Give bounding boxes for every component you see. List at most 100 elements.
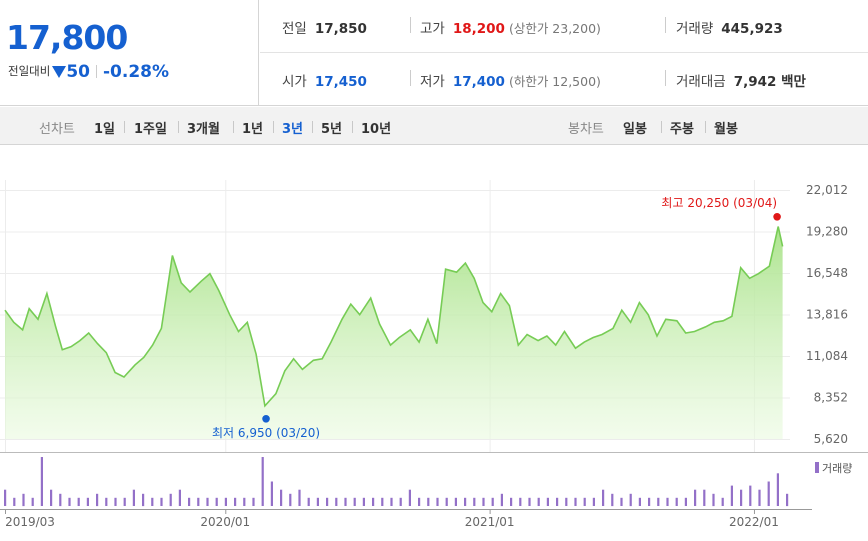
range-1d-tab[interactable]: 1일 (94, 122, 116, 137)
volume-bar (178, 489, 181, 506)
volume-value: 445,923 (721, 21, 783, 37)
volume-bar (224, 497, 227, 506)
volume-bar (620, 497, 623, 506)
divider (352, 121, 353, 133)
volume-bar (675, 497, 678, 506)
volume-bar (602, 489, 605, 506)
volume-bar (721, 497, 724, 506)
price-chart: 22,012 19,280 16,548 13,816 11,084 8,352 5,620… (0, 180, 868, 529)
x-tick-label: 2019/03 (5, 515, 55, 529)
volume-bar (703, 489, 706, 506)
current-price: 17,800 (6, 18, 128, 57)
trade-amount-label: 거래대금 (676, 74, 726, 90)
price-area (5, 226, 783, 439)
volume-bar (629, 493, 632, 507)
divider (96, 65, 97, 78)
volume-bar (510, 497, 513, 506)
high-annotation: 최고 20,250 (03/04) (661, 196, 777, 210)
lower-limit-text: (하한가 12,500) (508, 74, 601, 89)
prev-close-value: 17,850 (314, 21, 367, 37)
volume-bar (372, 497, 375, 506)
volume-bar (68, 497, 71, 506)
y-tick-label: 19,280 (806, 225, 848, 239)
low-cell: 저가 17,400 (하한가 12,500) (420, 70, 601, 90)
volume-bar (427, 497, 430, 506)
volume-bar (326, 497, 329, 506)
x-tick-label: 2020/01 (200, 515, 250, 529)
candle-monthly-tab[interactable]: 월봉 (714, 122, 738, 137)
open-label: 시가 (282, 74, 307, 90)
volume-bar (362, 497, 365, 506)
quote-row: 시가 17,450 저가 17,400 (하한가 12,500) 거래대금 7,942 … (260, 53, 868, 106)
volume-bar (234, 497, 237, 506)
volume-bar (694, 489, 697, 506)
divider (273, 121, 274, 133)
volume-bar (40, 457, 43, 506)
volume-bar (13, 497, 16, 506)
volume-bar (123, 497, 126, 506)
volume-bar (730, 485, 733, 506)
volume-bar (132, 489, 135, 506)
down-triangle-icon (52, 66, 67, 78)
open-value: 17,450 (314, 74, 367, 90)
volume-bar (206, 497, 209, 506)
volume-bar (454, 497, 457, 506)
change-rate: -0.28% (103, 62, 170, 82)
volume-bar (197, 497, 200, 506)
volume-bar (418, 497, 421, 506)
volume-bar (592, 497, 595, 506)
volume-bar (270, 481, 273, 506)
y-tick-label: 22,012 (806, 183, 848, 197)
prev-close-cell: 전일 17,850 (282, 17, 367, 37)
trade-amount-value: 7,942 백만 (733, 74, 806, 90)
volume-bar (408, 489, 411, 506)
volume-bar (188, 497, 191, 506)
trade-amount-cell: 거래대금 7,942 백만 (676, 70, 806, 90)
volume-bar (105, 497, 108, 506)
range-5y-tab[interactable]: 5년 (321, 122, 343, 137)
volume-bar (666, 497, 669, 506)
range-3m-tab[interactable]: 3개월 (187, 122, 220, 137)
volume-bar (556, 497, 559, 506)
volume-bar (537, 497, 540, 506)
divider (312, 121, 313, 133)
volume-bar (786, 493, 789, 507)
open-cell: 시가 17,450 (282, 70, 367, 90)
volume-bar (482, 497, 485, 506)
volume-bar (740, 489, 743, 506)
x-axis-ticks: 2019/03 2020/01 2021/01 2022/01 (5, 509, 779, 529)
price-summary: 17,800 전일대비 50 -0.28% 전일 17,850 고가 18,200 (상한… (0, 0, 868, 106)
volume-bar (142, 493, 145, 507)
volume-bar (353, 497, 356, 506)
range-1w-tab[interactable]: 1주일 (134, 122, 167, 137)
price-line (4, 226, 784, 408)
volume-bar (307, 497, 310, 506)
volume-bar (684, 497, 687, 506)
range-10y-tab[interactable]: 10년 (361, 122, 392, 137)
candle-weekly-tab[interactable]: 주봉 (670, 122, 694, 137)
high-point-marker (773, 212, 781, 221)
quote-grid: 전일 17,850 고가 18,200 (상한가 23,200) 거래량 445,923… (260, 0, 868, 106)
quote-row: 전일 17,850 고가 18,200 (상한가 23,200) 거래량 445,923 (260, 0, 868, 53)
range-1y-tab[interactable]: 1년 (242, 122, 264, 137)
volume-bar (758, 489, 761, 506)
volume-bar (114, 497, 117, 506)
range-3y-tab[interactable]: 3년 (282, 122, 304, 137)
current-price-box: 17,800 전일대비 50 -0.28% (0, 0, 259, 106)
chart-range-bar: 선차트 1일 1주일 3개월 1년 3년 5년 10년 봉차트 일봉 주봉 월봉 (0, 107, 868, 145)
y-axis-ticks: 22,012 19,280 16,548 13,816 11,084 8,352 5,620 (806, 183, 848, 446)
volume-bar (252, 497, 255, 506)
candle-daily-tab[interactable]: 일봉 (623, 122, 647, 137)
volume-bar (657, 497, 660, 506)
volume-bar (96, 493, 99, 507)
volume-bar (776, 473, 779, 506)
divider (661, 121, 662, 133)
volume-bar (243, 497, 246, 506)
change-value: 50 (66, 62, 90, 82)
high-cell: 고가 18,200 (상한가 23,200) (420, 17, 601, 37)
y-tick-label: 8,352 (814, 391, 848, 405)
volume-bar (289, 493, 292, 507)
y-tick-label: 5,620 (814, 432, 848, 446)
volume-bar (344, 497, 347, 506)
divider (178, 121, 179, 133)
